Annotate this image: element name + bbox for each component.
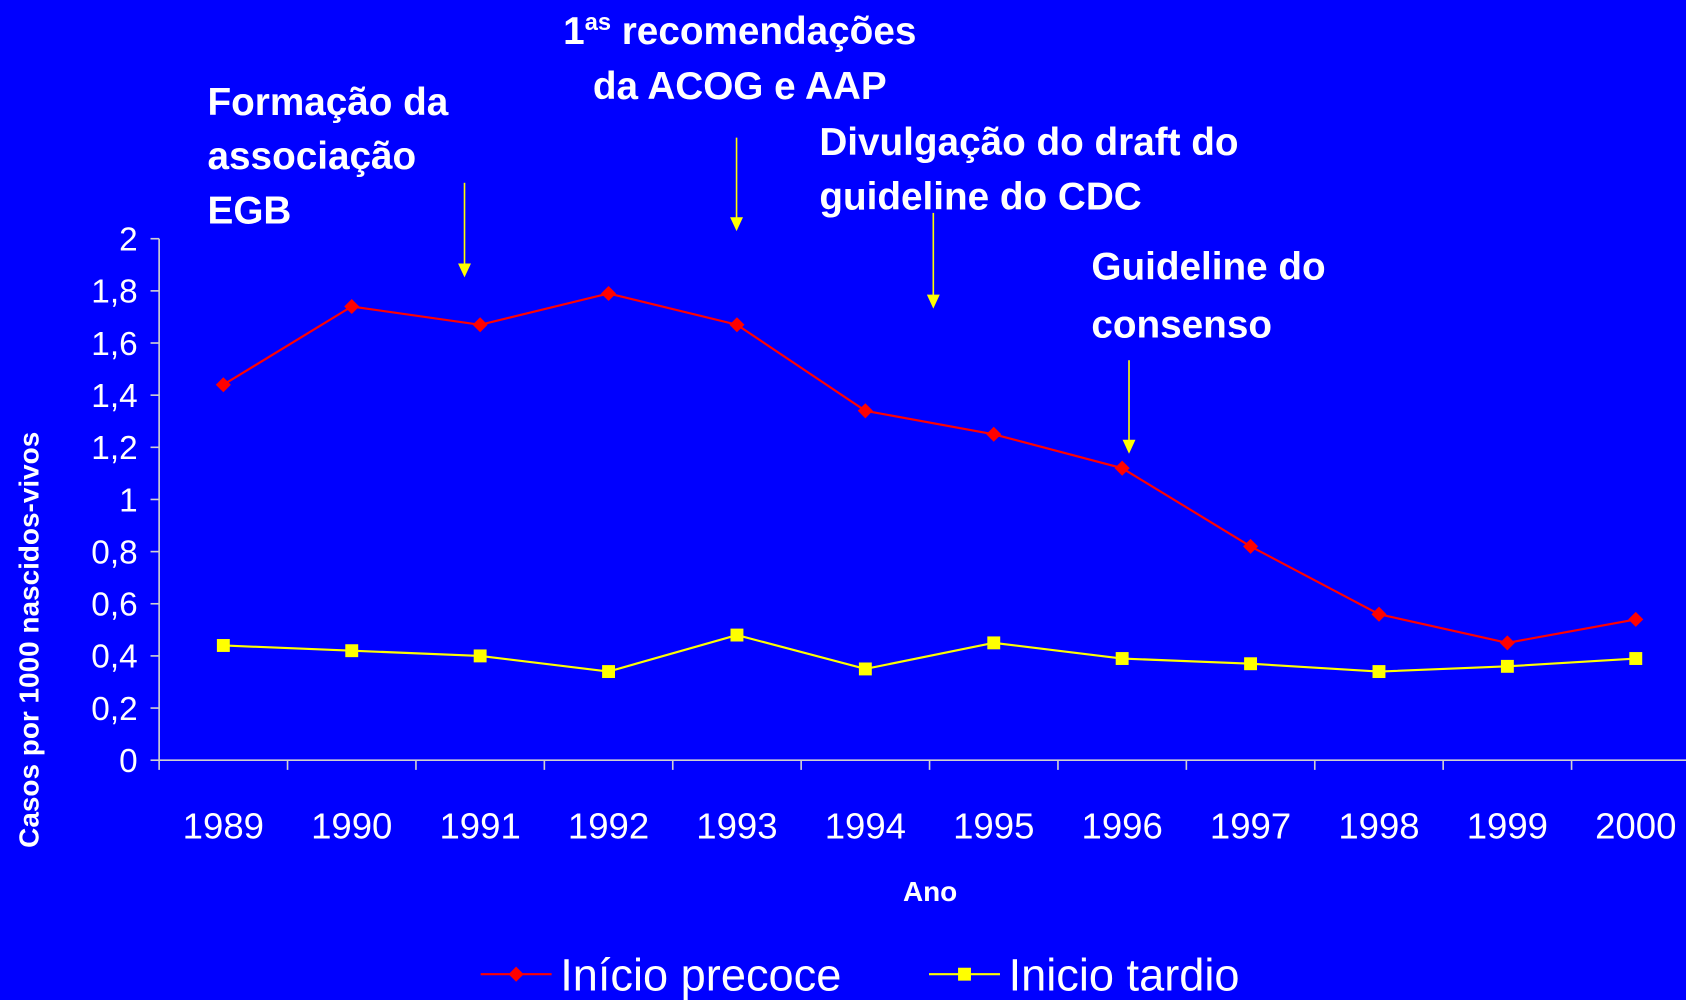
point-marker	[1372, 665, 1386, 679]
y-tick-label: 0,6	[91, 587, 137, 624]
x-tick-label: 1991	[439, 806, 520, 847]
x-tick-label: 1993	[696, 806, 777, 847]
point-marker	[858, 662, 872, 676]
point-marker	[1244, 657, 1258, 671]
y-tick-label: 1,6	[91, 326, 137, 363]
point-marker	[1500, 659, 1514, 673]
point-marker	[1115, 652, 1129, 665]
x-axis-title: Ano	[903, 876, 957, 907]
x-tick-label: 1990	[311, 806, 392, 847]
annotation: Formação da	[208, 81, 449, 124]
x-tick-label: 1998	[1338, 806, 1419, 847]
annotation: consenso	[1091, 304, 1272, 347]
point-marker	[1628, 611, 1644, 627]
annotation: da ACOG e AAP	[593, 65, 887, 108]
y-tick-label: 1,2	[91, 430, 137, 467]
annotation-text: recomendações	[622, 10, 917, 53]
annotation-prefix: 1	[563, 10, 585, 53]
y-tick-label: 2	[119, 222, 138, 259]
annotation-arrowhead	[926, 294, 940, 309]
point-marker	[345, 644, 359, 658]
point-marker	[1114, 460, 1130, 476]
legend-label: Início precoce	[560, 949, 841, 1000]
y-tick-label: 0,2	[91, 691, 137, 728]
y-tick-label: 0,8	[91, 534, 137, 571]
annotation-arrowhead	[1122, 439, 1136, 454]
y-tick-label: 0	[119, 743, 138, 780]
y-tick-label: 0,4	[91, 639, 137, 676]
x-tick-label: 1996	[1082, 806, 1163, 847]
point-marker	[1243, 538, 1259, 554]
x-tick-label: 1997	[1210, 806, 1291, 847]
annotation-arrowhead	[730, 217, 744, 232]
point-marker	[473, 649, 487, 663]
point-marker	[986, 426, 1002, 442]
annotation: Divulgação do draft do	[819, 121, 1238, 164]
point-marker	[472, 317, 488, 333]
x-tick-label: 1992	[568, 806, 649, 847]
point-marker	[344, 298, 360, 315]
point-marker	[216, 639, 230, 652]
point-marker	[987, 636, 1001, 650]
x-tick-label: 1989	[183, 806, 264, 847]
y-tick-label: 1	[119, 482, 138, 519]
annotation: associação	[208, 135, 417, 178]
legend-label: Inicio tardio	[1009, 949, 1240, 1000]
x-tick-label: 1994	[825, 806, 906, 847]
x-tick-label: 2000	[1595, 806, 1676, 847]
annotation-arrowhead	[458, 263, 471, 278]
point-marker	[602, 665, 616, 679]
y-tick-label: 1,4	[91, 378, 137, 415]
annotation: Guideline do	[1091, 246, 1325, 289]
x-tick-label: 1995	[953, 806, 1034, 847]
point-marker	[958, 967, 971, 981]
annotation: guideline do CDC	[819, 176, 1141, 219]
point-marker	[1371, 606, 1387, 622]
annotation: 1as recomendações	[563, 10, 916, 53]
point-marker	[730, 628, 744, 642]
point-marker	[215, 377, 231, 393]
annotation: EGB	[208, 190, 292, 233]
annotation-sup: as	[585, 10, 611, 36]
series-line	[222, 292, 1636, 644]
y-tick-label: 1,8	[91, 274, 137, 311]
point-marker	[857, 403, 873, 419]
series-line	[223, 633, 1636, 673]
y-axis-title: Casos por 1000 nascidos-vivos	[14, 432, 45, 848]
point-marker	[729, 317, 745, 333]
point-marker	[1629, 652, 1643, 665]
x-tick-label: 1999	[1467, 806, 1548, 847]
